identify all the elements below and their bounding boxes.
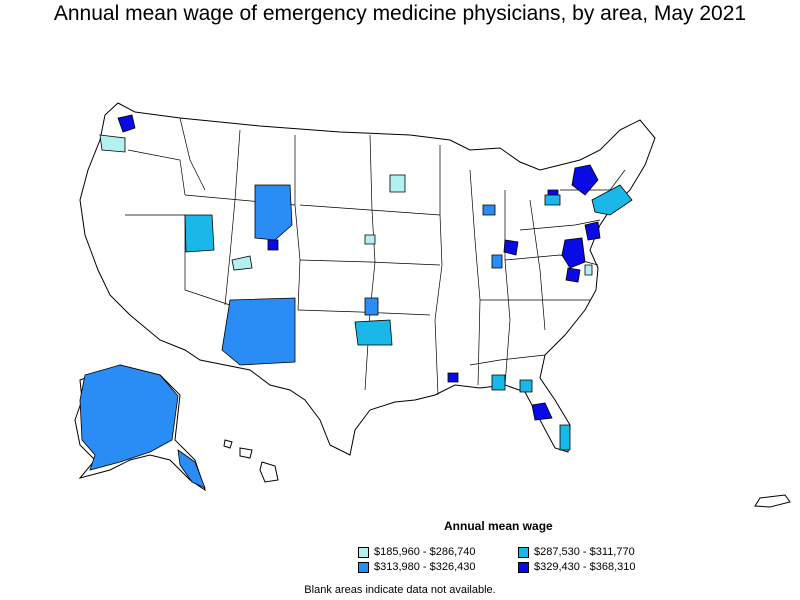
area-minnesota bbox=[389, 174, 406, 193]
legend-swatch-3 bbox=[358, 561, 369, 573]
area-florida-east bbox=[559, 424, 571, 451]
legend-label-1: $185,960 - $286,740 bbox=[374, 546, 476, 558]
area-nebraska bbox=[364, 234, 376, 245]
legend-label-4: $329,430 - $368,310 bbox=[534, 561, 636, 573]
legend-title: Annual mean wage bbox=[444, 519, 553, 533]
area-utah bbox=[184, 214, 215, 253]
area-northeast-coast bbox=[591, 184, 633, 216]
area-richmond bbox=[565, 267, 581, 283]
area-se-alaska bbox=[177, 449, 206, 489]
wage-areas bbox=[79, 114, 633, 489]
area-kansas-city bbox=[364, 297, 379, 316]
area-kentucky bbox=[491, 254, 503, 269]
map-title: Annual mean wage of emergency medicine p… bbox=[53, 2, 747, 25]
area-gulf-small bbox=[447, 372, 459, 383]
footnote: Blank areas indicate data not available. bbox=[304, 584, 496, 596]
area-new-england-north bbox=[571, 164, 599, 196]
area-oregon-wa bbox=[99, 134, 126, 153]
area-alaska bbox=[79, 364, 179, 471]
legend-label-2: $287,530 - $311,770 bbox=[534, 546, 635, 558]
hawaii-outline bbox=[223, 439, 279, 483]
legend-swatch-2 bbox=[518, 546, 529, 558]
area-oklahoma bbox=[354, 319, 393, 346]
area-ny-nj bbox=[584, 221, 601, 241]
legend-item-3: $313,980 - $326,430 bbox=[358, 561, 476, 573]
islands-outline bbox=[754, 494, 791, 508]
area-new-mexico bbox=[221, 297, 296, 366]
area-seattle bbox=[117, 114, 136, 133]
area-dc-baltimore bbox=[561, 237, 586, 269]
area-colorado-south bbox=[231, 255, 253, 271]
area-michigan bbox=[482, 204, 496, 216]
area-ohio-valley bbox=[503, 239, 519, 256]
area-new-york-west bbox=[544, 194, 561, 206]
legend-item-2: $287,530 - $311,770 bbox=[518, 546, 635, 558]
legend-item-1: $185,960 - $286,740 bbox=[358, 546, 476, 558]
legend-swatch-1 bbox=[358, 546, 369, 558]
area-wyoming bbox=[254, 184, 293, 241]
area-tampa bbox=[531, 402, 553, 421]
legend-label-3: $313,980 - $326,430 bbox=[374, 561, 476, 573]
area-carolina bbox=[519, 379, 533, 393]
legend-swatch-4 bbox=[518, 561, 529, 573]
area-denver-small bbox=[267, 239, 279, 251]
area-georgia bbox=[491, 374, 506, 391]
area-maryland-east bbox=[584, 264, 593, 276]
legend-item-4: $329,430 - $368,310 bbox=[518, 561, 636, 573]
